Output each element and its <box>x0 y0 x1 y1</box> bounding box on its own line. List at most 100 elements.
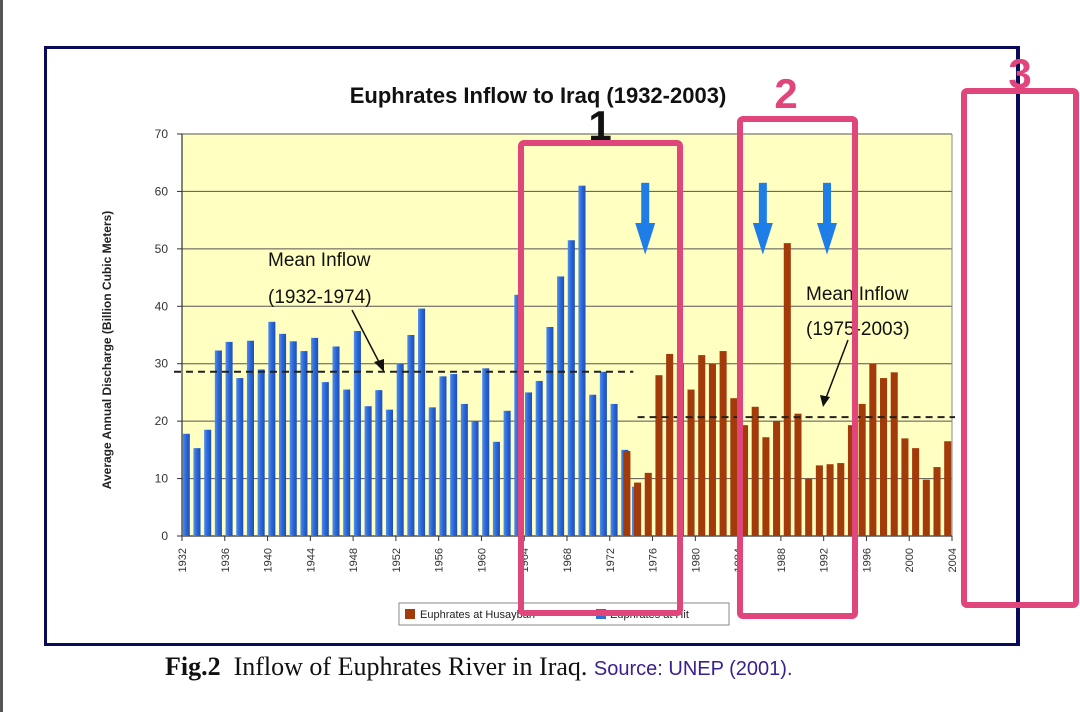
bar-hit-1932 <box>182 433 190 536</box>
highlight-box-2 <box>737 116 858 619</box>
bar-hit-1952 <box>396 363 404 536</box>
mean-pointer-late <box>825 339 849 399</box>
bar-husaybah-1984 <box>740 425 749 536</box>
highlight-box-3 <box>961 88 1079 608</box>
bar-hit-1945 <box>321 382 329 536</box>
y-tick-label-50: 50 <box>155 242 169 256</box>
bar-hit-1953 <box>407 335 415 536</box>
bar-hit-1966 <box>546 326 554 536</box>
bar-husaybah-2001 <box>922 479 930 536</box>
bar-hit-1964 <box>524 392 533 536</box>
y-tick-label-20: 20 <box>155 414 169 428</box>
x-tick-label-1948: 1948 <box>348 548 360 572</box>
down-arrow-shaft-1975 <box>641 182 650 224</box>
bar-hit-1963 <box>514 294 522 536</box>
x-tick-label-1940: 1940 <box>263 548 275 572</box>
bar-hit-1948 <box>353 330 361 536</box>
mean-pointer-early <box>351 309 381 365</box>
bar-hit-1933 <box>193 448 201 536</box>
bar-husaybah-2003 <box>944 441 952 536</box>
bar-husaybah-1981 <box>708 363 716 536</box>
caption-fig-label: Fig.2 <box>165 652 221 681</box>
bar-husaybah-1998 <box>890 372 898 536</box>
bar-hit-1950 <box>375 390 383 536</box>
x-tick-label-1960: 1960 <box>476 548 488 572</box>
bar-hit-1967 <box>557 276 565 536</box>
bar-husaybah-1990 <box>805 478 813 536</box>
x-tick-label-1996: 1996 <box>861 548 873 572</box>
bar-husaybah-1979 <box>687 389 695 536</box>
bar-hit-1935 <box>214 350 222 536</box>
bar-hit-1968 <box>567 240 575 536</box>
y-tick-label-70: 70 <box>155 127 169 141</box>
x-tick-label-1976: 1976 <box>648 548 660 572</box>
bar-husaybah-1989 <box>794 413 802 536</box>
mean-pointer-late-head <box>820 395 830 407</box>
down-arrow-head-1992 <box>817 223 838 255</box>
highlight-label-1: 1 <box>588 102 611 149</box>
bar-husaybah-1982 <box>719 351 727 536</box>
bar-husaybah-1999 <box>901 438 909 536</box>
bar-hit-1969 <box>578 185 586 536</box>
left-edge-rule <box>0 0 3 712</box>
x-tick-label-1988: 1988 <box>776 548 788 572</box>
bar-hit-1938 <box>246 340 254 536</box>
bar-hit-1939 <box>257 369 265 536</box>
x-tick-label-2004: 2004 <box>947 548 959 572</box>
bar-hit-1971 <box>599 371 607 536</box>
bar-husaybah-2000 <box>912 448 920 536</box>
mean-label-early-line2: (1932-1974) <box>268 287 372 308</box>
bar-husaybah-1995 <box>858 403 866 536</box>
mean-pointer-early-head <box>374 359 384 372</box>
x-tick-label-1936: 1936 <box>220 548 232 572</box>
bar-hit-1947 <box>343 389 351 536</box>
bar-husaybah-1986 <box>762 437 770 536</box>
y-tick-label-0: 0 <box>161 529 168 543</box>
bar-hit-1972 <box>610 403 618 536</box>
bar-husaybah-1992 <box>826 464 834 536</box>
x-tick-label-1980: 1980 <box>690 548 702 572</box>
bar-husaybah-1997 <box>880 378 888 536</box>
bar-hit-1936 <box>225 341 233 536</box>
bar-hit-1940 <box>268 321 276 536</box>
x-tick-label-1956: 1956 <box>434 548 446 572</box>
bar-husaybah-1988 <box>783 243 791 536</box>
down-arrow-shaft-1986 <box>758 182 767 224</box>
bar-husaybah-1974 <box>634 482 642 536</box>
y-axis-label: Average Annual Discharge (Billion Cubic … <box>100 211 114 490</box>
down-arrow-head-1975 <box>635 223 656 255</box>
bar-hit-1942 <box>289 341 297 536</box>
bar-husaybah-1977 <box>666 353 674 536</box>
bar-husaybah-1976 <box>655 375 663 536</box>
bar-husaybah-1987 <box>773 421 781 536</box>
x-tick-label-1932: 1932 <box>177 548 189 572</box>
caption-source: Source: UNEP (2001). <box>593 658 793 680</box>
figure-caption: Fig.2 Inflow of Euphrates River in Iraq.… <box>165 652 793 682</box>
legend-label-husaybah: Euphrates at Husaybah <box>420 609 535 621</box>
bar-hit-1960 <box>482 368 490 536</box>
chart-title: Euphrates Inflow to Iraq (1932-2003) <box>350 83 727 108</box>
bar-hit-1955 <box>428 407 436 536</box>
bar-hit-1949 <box>364 406 372 536</box>
bar-husaybah-2002 <box>933 467 941 536</box>
bar-hit-1937 <box>236 378 244 536</box>
caption-text: Inflow of Euphrates River in Iraq. <box>233 652 588 681</box>
bar-hit-1965 <box>535 380 543 536</box>
bar-hit-1961 <box>492 441 500 536</box>
bar-hit-1956 <box>439 376 447 536</box>
y-tick-label-40: 40 <box>155 299 169 313</box>
mean-label-early-line1: Mean Inflow <box>268 250 371 271</box>
bar-husaybah-1994 <box>847 425 855 536</box>
bar-hit-1962 <box>503 410 511 536</box>
bar-hit-1944 <box>311 337 319 536</box>
bar-husaybah-1996 <box>869 363 877 536</box>
bar-husaybah-1991 <box>815 465 823 536</box>
y-tick-label-10: 10 <box>155 472 169 486</box>
x-tick-label-1944: 1944 <box>305 548 317 572</box>
highlight-box-1 <box>518 140 683 616</box>
bar-hit-1954 <box>418 308 426 536</box>
bar-hit-1970 <box>589 394 597 536</box>
highlight-label-2: 2 <box>774 70 797 117</box>
legend-swatch-husaybah <box>405 609 415 619</box>
